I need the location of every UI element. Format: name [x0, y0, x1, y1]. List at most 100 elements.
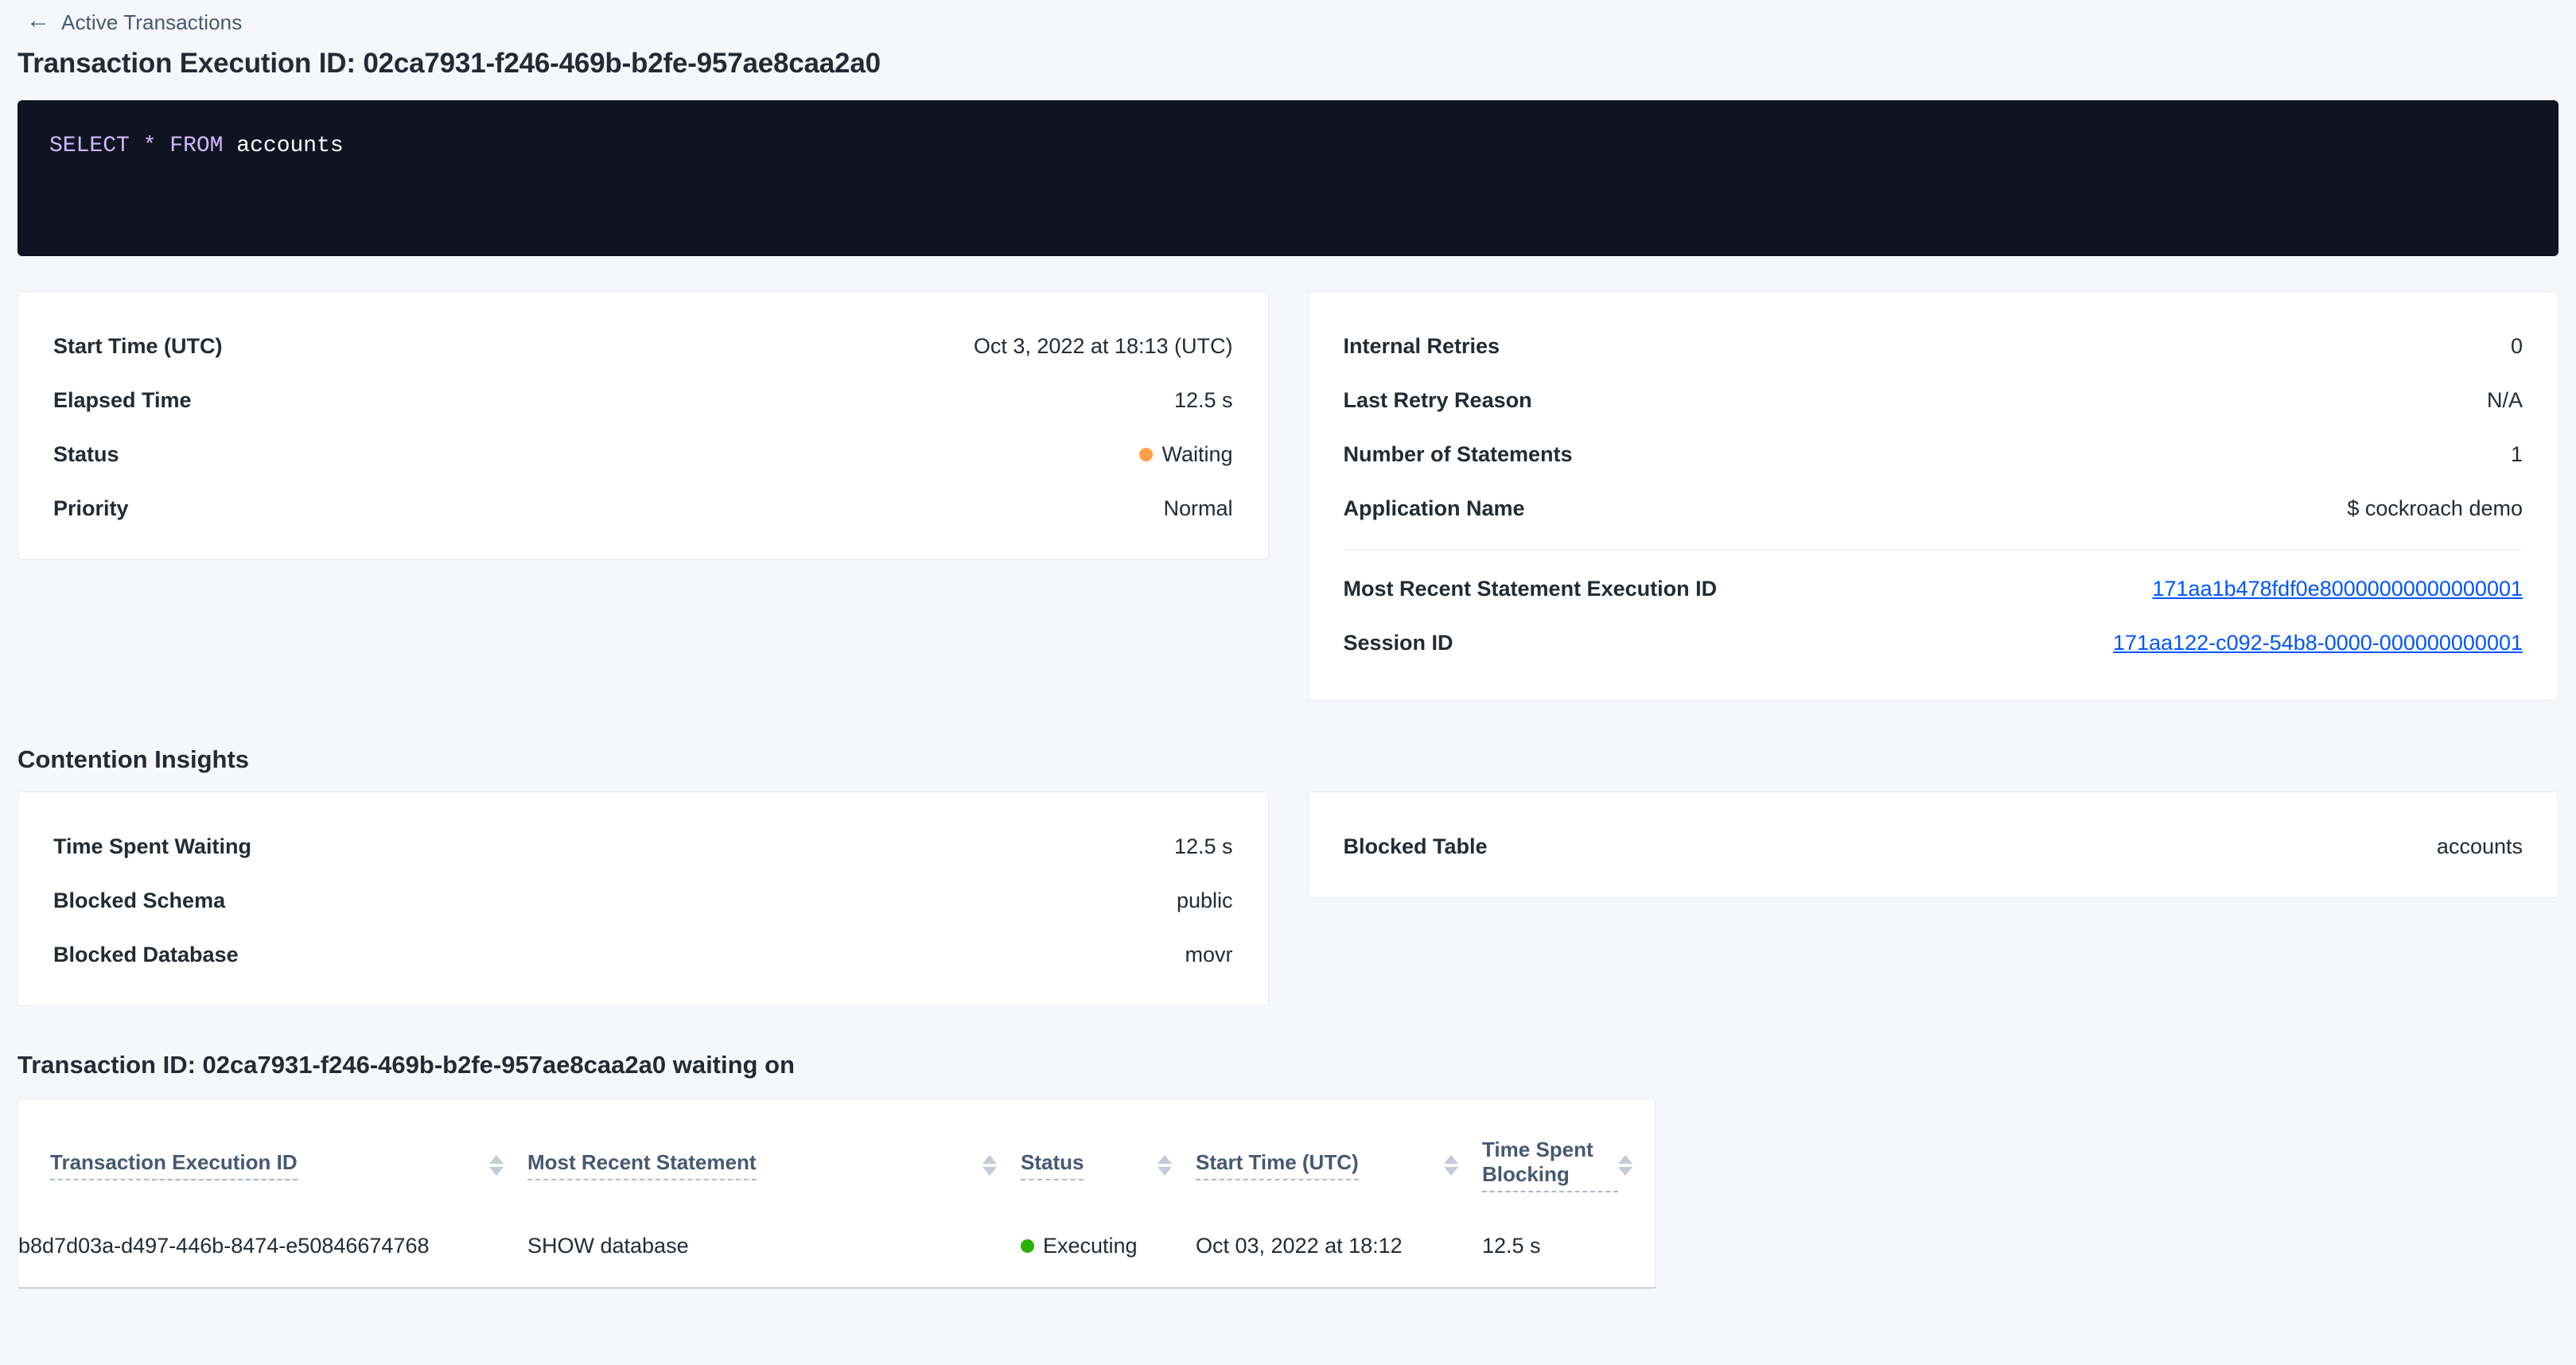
row-value: 12.5 s — [1173, 834, 1233, 858]
sort-ascending-icon[interactable] — [489, 1154, 504, 1164]
column-header-label: Time Spent Blocking — [1482, 1138, 1618, 1192]
cell-transaction-execution-id: b8d7d03a-d497-446b-8474-e50846674768 — [18, 1205, 527, 1289]
sort-descending-icon[interactable] — [489, 1166, 504, 1176]
details-row-last-retry-reason: Last Retry Reason N/A — [1344, 373, 2523, 427]
details-row-number-of-statements: Number of Statements 1 — [1344, 427, 2523, 481]
row-label: Session ID — [1343, 630, 1453, 655]
row-label: Time Spent Waiting — [53, 834, 252, 858]
row-value: public — [1176, 888, 1233, 912]
row-label: Priority — [53, 496, 129, 520]
contention-cards-row: Time Spent Waiting 12.5 s Blocked Schema… — [0, 791, 2576, 1006]
contention-row-blocked-database: Blocked Database movr — [53, 928, 1233, 982]
column-header-label: Transaction Execution ID — [50, 1150, 298, 1180]
row-label: Elapsed Time — [53, 387, 192, 412]
contention-row-time-spent-waiting: Time Spent Waiting 12.5 s — [53, 819, 1233, 873]
row-label: Number of Statements — [1343, 441, 1573, 466]
column-header-transaction-execution-id[interactable]: Transaction Execution ID — [18, 1126, 527, 1205]
cell-start-time: Oct 03, 2022 at 18:12 — [1196, 1205, 1482, 1289]
status-text: Waiting — [1162, 441, 1233, 466]
sort-ascending-icon[interactable] — [983, 1154, 997, 1164]
sql-keyword-select: SELECT — [49, 134, 130, 158]
page-title: Transaction Execution ID: 02ca7931-f246-… — [18, 48, 881, 79]
row-label: Application Name — [1343, 496, 1525, 520]
row-label: Start Time (UTC) — [53, 333, 223, 358]
row-label: Internal Retries — [1343, 333, 1500, 358]
waiting-on-table-card: Transaction Execution ID Most Recent Sta… — [18, 1099, 1656, 1289]
overview-row-priority: Priority Normal — [53, 481, 1233, 535]
details-row-session-id: Session ID 171aa122-c092-54b8-0000-00000… — [1344, 616, 2523, 670]
sort-arrows-icon[interactable] — [983, 1154, 997, 1176]
contention-left-card: Time Spent Waiting 12.5 s Blocked Schema… — [18, 791, 1269, 1006]
breadcrumb[interactable]: ← Active Transactions — [0, 0, 2576, 35]
row-label: Blocked Table — [1343, 834, 1488, 858]
details-row-most-recent-statement-execution-id: Most Recent Statement Execution ID 171aa… — [1344, 562, 2523, 616]
row-label: Blocked Database — [53, 942, 239, 966]
waiting-on-heading: Transaction ID: 02ca7931-f246-469b-b2fe-… — [18, 1051, 795, 1079]
column-header-start-time[interactable]: Start Time (UTC) — [1196, 1126, 1482, 1205]
sql-query-block: SELECT * FROM accounts — [18, 100, 2558, 256]
sort-arrows-icon[interactable] — [489, 1154, 504, 1176]
row-value: 0 — [2510, 333, 2523, 358]
row-value: N/A — [2486, 387, 2523, 412]
summary-cards-row: Start Time (UTC) Oct 3, 2022 at 18:13 (U… — [0, 291, 2576, 701]
status-dot-waiting-icon — [1139, 447, 1154, 461]
contention-row-blocked-table: Blocked Table accounts — [1344, 819, 2523, 873]
column-header-most-recent-statement[interactable]: Most Recent Statement — [527, 1126, 1021, 1205]
column-header-label: Status — [1021, 1150, 1084, 1180]
overview-row-status: Status Waiting — [53, 427, 1233, 481]
sort-descending-icon[interactable] — [983, 1166, 997, 1176]
sort-arrows-icon[interactable] — [1618, 1154, 1632, 1176]
status-badge: Waiting — [1139, 441, 1233, 467]
status-dot-executing-icon — [1021, 1239, 1034, 1253]
sort-descending-icon[interactable] — [1158, 1166, 1172, 1176]
sort-descending-icon[interactable] — [1444, 1166, 1458, 1176]
arrow-left-icon[interactable]: ← — [26, 7, 50, 33]
row-label: Status — [53, 441, 119, 466]
row-value: accounts — [2436, 834, 2523, 858]
row-label: Most Recent Statement Execution ID — [1343, 576, 1718, 601]
column-header-status[interactable]: Status — [1021, 1126, 1196, 1205]
status-badge: Executing — [1021, 1234, 1138, 1258]
sql-table-name: accounts — [236, 134, 344, 158]
cell-most-recent-statement: SHOW database — [527, 1205, 1021, 1289]
sort-ascending-icon[interactable] — [1618, 1154, 1632, 1164]
row-label: Blocked Schema — [53, 888, 226, 912]
overview-row-start-time: Start Time (UTC) Oct 3, 2022 at 18:13 (U… — [53, 319, 1233, 373]
row-label: Last Retry Reason — [1343, 387, 1532, 412]
sort-ascending-icon[interactable] — [1158, 1154, 1172, 1164]
contention-row-blocked-schema: Blocked Schema public — [53, 873, 1233, 928]
details-row-application-name: Application Name $ cockroach demo — [1344, 481, 2523, 535]
session-id-link[interactable]: 171aa122-c092-54b8-0000-000000000001 — [2113, 630, 2523, 655]
sort-descending-icon[interactable] — [1618, 1166, 1632, 1176]
row-value: Normal — [1163, 496, 1233, 520]
sort-ascending-icon[interactable] — [1444, 1154, 1458, 1164]
overview-card: Start Time (UTC) Oct 3, 2022 at 18:13 (U… — [18, 291, 1269, 560]
row-value: 12.5 s — [1173, 387, 1233, 412]
row-value: 1 — [2510, 441, 2523, 466]
row-value: Oct 3, 2022 at 18:13 (UTC) — [973, 333, 1233, 358]
status-text: Executing — [1043, 1234, 1138, 1258]
table-header-row: Transaction Execution ID Most Recent Sta… — [18, 1126, 1656, 1205]
sql-query-text: SELECT * FROM accounts — [49, 130, 2527, 161]
column-header-time-spent-blocking[interactable]: Time Spent Blocking — [1482, 1126, 1656, 1205]
cell-time-spent-blocking: 12.5 s — [1482, 1205, 1656, 1289]
statement-execution-id-link[interactable]: 171aa1b478fdf0e80000000000000001 — [2152, 576, 2523, 601]
column-header-label: Start Time (UTC) — [1196, 1150, 1359, 1180]
cell-status: Executing — [1021, 1205, 1196, 1289]
details-row-internal-retries: Internal Retries 0 — [1344, 319, 2523, 373]
sql-star: * — [142, 134, 157, 158]
contention-insights-heading: Contention Insights — [18, 745, 250, 773]
waiting-on-table: Transaction Execution ID Most Recent Sta… — [18, 1126, 1656, 1289]
sort-arrows-icon[interactable] — [1444, 1154, 1458, 1176]
overview-row-elapsed-time: Elapsed Time 12.5 s — [53, 373, 1233, 427]
contention-right-card: Blocked Table accounts — [1307, 791, 2558, 898]
column-header-label: Most Recent Statement — [527, 1150, 757, 1180]
row-value: $ cockroach demo — [2347, 496, 2523, 520]
breadcrumb-label[interactable]: Active Transactions — [61, 10, 243, 34]
sort-arrows-icon[interactable] — [1158, 1154, 1172, 1176]
details-card: Internal Retries 0 Last Retry Reason N/A… — [1307, 291, 2558, 701]
table-row[interactable]: b8d7d03a-d497-446b-8474-e50846674768 SHO… — [18, 1205, 1656, 1289]
sql-keyword-from: FROM — [169, 134, 224, 158]
row-value: movr — [1185, 942, 1233, 966]
